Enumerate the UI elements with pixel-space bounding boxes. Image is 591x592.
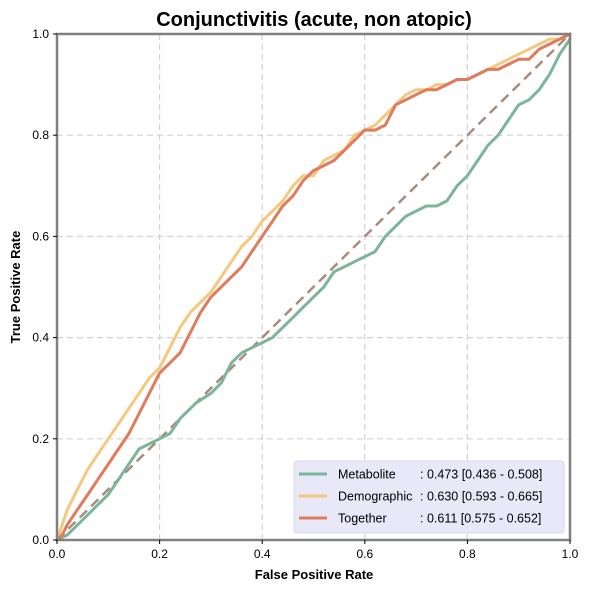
legend-series-value: : 0.611 [0.575 - 0.652] xyxy=(420,512,541,526)
reference-diagonal-layer xyxy=(56,33,571,541)
x-tick-label: 0.0 xyxy=(49,547,66,561)
legend: Metabolite : 0.473 [0.436 - 0.508] Demogra… xyxy=(293,460,565,534)
legend-series-value: : 0.630 [0.593 - 0.665] xyxy=(420,490,542,504)
y-tick-label: 0.6 xyxy=(32,229,49,243)
x-tick-label: 0.2 xyxy=(151,547,168,561)
x-tick-label: 0.8 xyxy=(459,547,476,561)
x-tick-label: 0.6 xyxy=(356,547,373,561)
y-tick-label: 0.4 xyxy=(32,331,49,345)
y-tick-label: 1.0 xyxy=(32,27,49,41)
y-axis-label: True Positive Rate xyxy=(8,231,23,344)
legend-series-label: Metabolite xyxy=(338,468,396,482)
series-line-together xyxy=(55,32,572,542)
series-layer xyxy=(55,32,572,542)
x-tick-label: 0.4 xyxy=(254,547,271,561)
legend-series-value: : 0.473 [0.436 - 0.508] xyxy=(420,468,542,482)
x-axis-label: False Positive Rate xyxy=(255,567,374,582)
x-ticks: 0.0 0.2 0.4 0.6 0.8 1.0 xyxy=(49,540,579,561)
legend-box xyxy=(293,460,565,534)
legend-series-label: Together xyxy=(338,512,387,526)
y-tick-label: 0.2 xyxy=(32,432,49,446)
series-line-metabolite xyxy=(55,37,572,542)
y-ticks: 0.0 0.2 0.4 0.6 0.8 1.0 xyxy=(32,27,57,547)
y-tick-label: 0.8 xyxy=(32,128,49,142)
plot-frame xyxy=(55,32,572,542)
legend-series-label: Demographic xyxy=(338,490,412,504)
y-tick-label: 0.0 xyxy=(32,533,49,547)
chart-title: Conjunctivitis (acute, non atopic) xyxy=(156,9,472,31)
x-tick-label: 1.0 xyxy=(562,547,579,561)
reference-diagonal xyxy=(56,33,571,541)
